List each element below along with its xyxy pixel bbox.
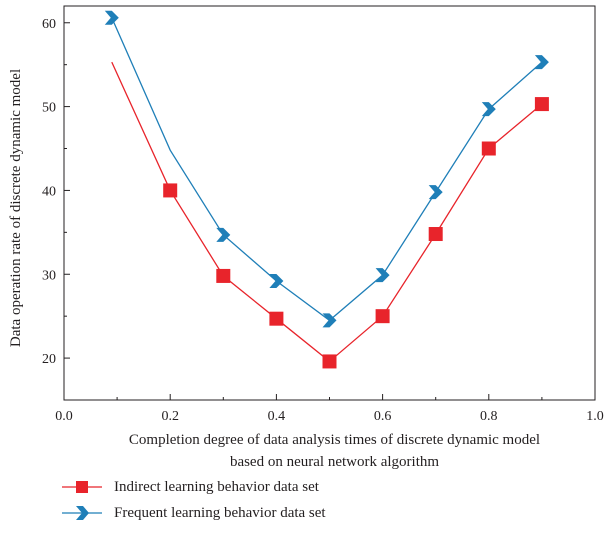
x-tick-label: 0.2 (161, 409, 179, 424)
x-axis-label-line-1: Completion degree of data analysis times… (129, 432, 540, 448)
x-tick-label: 1.0 (586, 409, 604, 424)
y-tick-label: 50 (42, 101, 56, 116)
legend-swatch-square-icon (62, 481, 102, 493)
series-line-1 (111, 17, 543, 322)
x-tick-label: 0.6 (374, 409, 392, 424)
plot-border (63, 5, 596, 401)
data-point-chevron (322, 313, 337, 328)
series-layer (104, 10, 549, 369)
x-tick-label: 0.8 (480, 409, 498, 424)
legend-item-indirect: Indirect learning behavior data set (60, 474, 326, 500)
x-tick-label: 0.0 (55, 409, 73, 424)
data-point-square (481, 141, 496, 156)
legend-label-indirect: Indirect learning behavior data set (114, 478, 319, 495)
data-point-square (163, 183, 178, 198)
data-point-square (322, 354, 337, 369)
x-axis-label-line-2: based on neural network algorithm (230, 454, 439, 470)
y-tick-label: 30 (42, 268, 56, 283)
legend-label-frequent: Frequent learning behavior data set (114, 504, 326, 521)
data-point-chevron (428, 185, 443, 200)
y-tick-label: 40 (42, 184, 56, 199)
legend: Indirect learning behavior data set Freq… (60, 474, 326, 526)
data-point-square (428, 227, 443, 242)
data-point-chevron (481, 102, 496, 117)
data-point-square (375, 309, 390, 324)
plot-area (63, 5, 596, 401)
y-tick-label: 20 (42, 352, 56, 367)
data-point-chevron (104, 10, 119, 25)
data-point-chevron (269, 273, 284, 288)
legend-swatch-chevron-icon (62, 506, 102, 520)
data-point-chevron (375, 268, 390, 283)
y-tick-label: 60 (42, 17, 56, 32)
y-axis-label: Data operation rate of discrete dynamic … (8, 69, 24, 347)
data-point-square (269, 311, 284, 326)
data-point-chevron (534, 55, 549, 70)
x-axis: 0.0 0.2 0.4 0.6 0.8 1.0 (55, 394, 604, 424)
data-point-chevron (216, 227, 231, 242)
data-point-square (216, 268, 231, 283)
y-axis: 20 30 40 50 60 (42, 17, 70, 401)
legend-item-frequent: Frequent learning behavior data set (60, 500, 326, 526)
data-point-square (534, 97, 549, 112)
x-tick-label: 0.4 (268, 409, 286, 424)
